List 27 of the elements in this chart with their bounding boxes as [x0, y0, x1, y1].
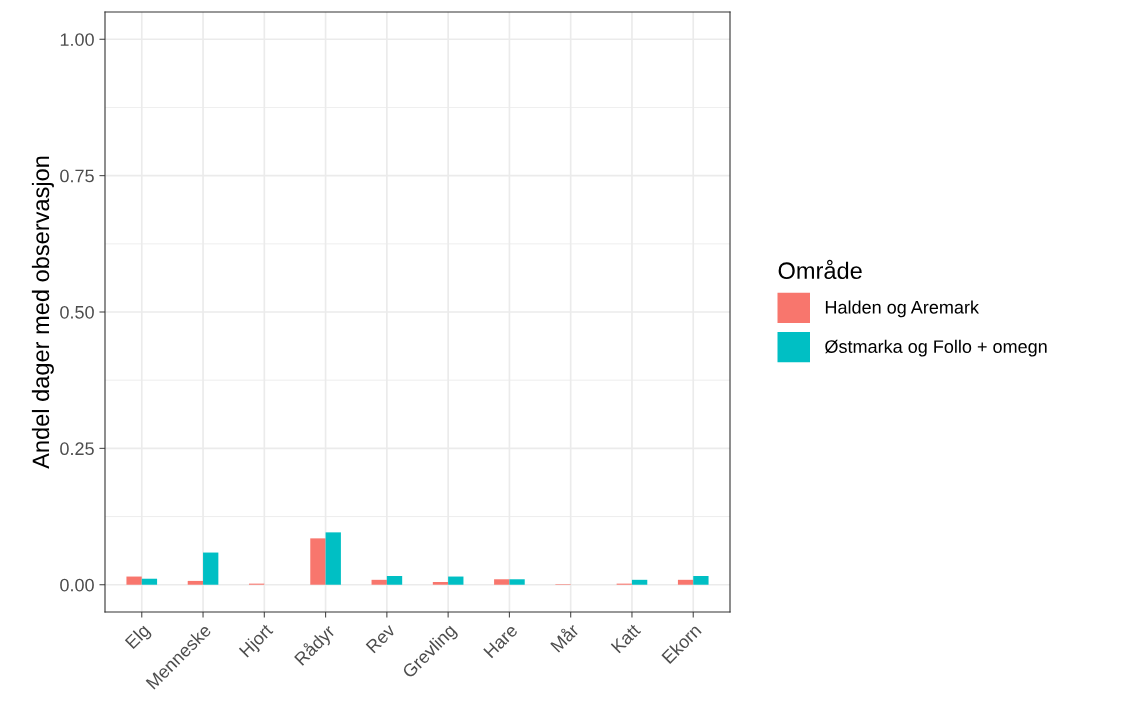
bar: [203, 552, 219, 585]
y-axis-title: Andel dager med observasjon: [31, 156, 54, 469]
legend-label: Østmarka og Follo + omegn: [825, 339, 1047, 357]
y-tick-label: 0.75: [60, 169, 94, 183]
legend-title: Område: [778, 259, 862, 280]
bar: [432, 582, 449, 585]
x-tick-label: Katt: [610, 622, 642, 654]
y-tick-label: 0.50: [60, 305, 94, 319]
bar: [126, 576, 142, 585]
bar: [325, 532, 341, 585]
x-tick-label: Rev: [365, 622, 397, 654]
x-tick-label: Mår: [548, 621, 580, 653]
bar: [677, 579, 694, 585]
bar: [371, 579, 387, 585]
y-tick-label: 0.25: [60, 442, 94, 456]
bar: [509, 579, 525, 585]
bar: [448, 576, 464, 585]
y-tick-label: 0.00: [60, 578, 94, 592]
bar: [187, 580, 204, 585]
legend-label: Halden og Aremark: [825, 300, 980, 318]
bar: [141, 578, 158, 585]
bar: [494, 579, 510, 585]
bar: [631, 579, 648, 585]
bar: [310, 538, 326, 585]
bar: [693, 576, 709, 585]
y-tick-label: 1.00: [60, 33, 94, 46]
bar: [386, 576, 403, 585]
